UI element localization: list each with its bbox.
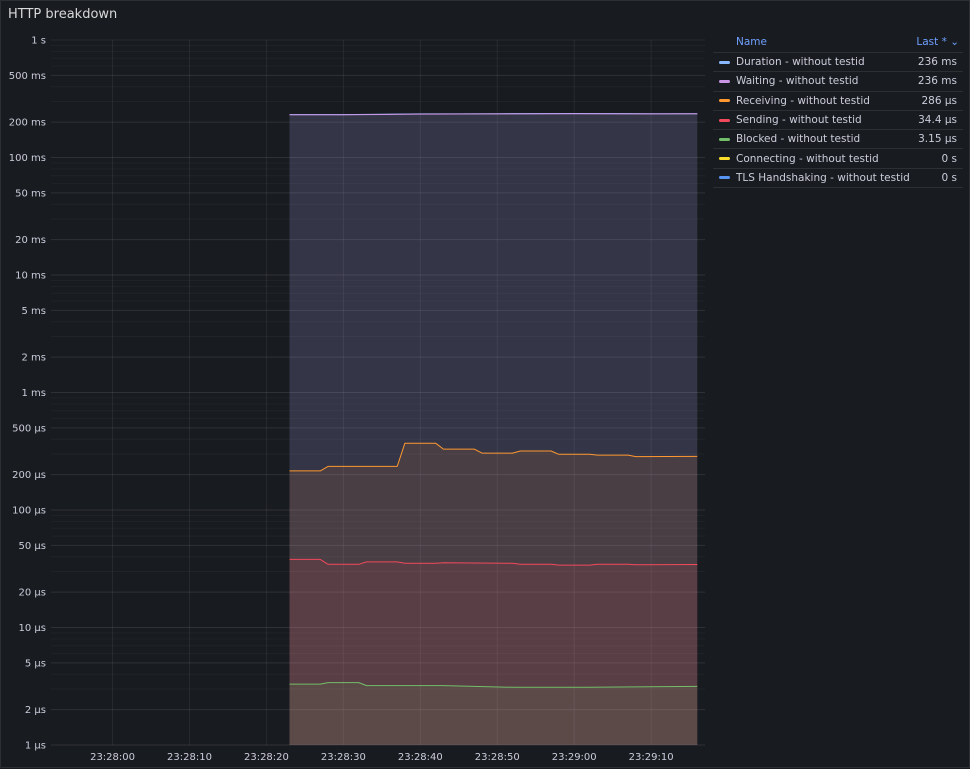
y-tick-label: 100 µs — [12, 506, 46, 517]
legend-last-value: 236 ms — [917, 56, 957, 69]
series-fill-blocked — [289, 682, 698, 745]
series-color-swatch[interactable] — [719, 99, 730, 103]
y-tick-label: 20 µs — [19, 588, 46, 599]
x-tick-label: 23:28:40 — [398, 752, 443, 763]
y-axis: 1 s 500 ms 200 ms 100 ms 50 ms 20 ms 10 ms 5 ms… — [9, 36, 46, 752]
x-tick-label: 23:28:30 — [321, 752, 366, 763]
x-axis: 23:28:00 23:28:10 23:28:20 23:28:30 23:28:40… — [90, 752, 674, 763]
y-tick-label: 500 ms — [9, 71, 46, 82]
time-series-chart[interactable]: 1 s 500 ms 200 ms 100 ms 50 ms 20 ms 10 ms 5 ms… — [1, 1, 711, 769]
y-tick-label: 50 ms — [15, 188, 46, 199]
legend-series-name[interactable]: TLS Handshaking - without testid — [736, 171, 910, 184]
chart-grid — [51, 39, 705, 746]
series-line-sending — [289, 558, 698, 566]
y-tick-label: 10 µs — [19, 623, 46, 634]
legend-row[interactable]: Waiting - without testid 236 ms — [713, 72, 963, 92]
legend-last-value: 286 µs — [921, 94, 957, 107]
legend-series-name[interactable]: Waiting - without testid — [736, 75, 859, 88]
legend-last-value: 0 s — [941, 171, 958, 184]
y-tick-label: 2 µs — [25, 705, 46, 716]
y-tick-label: 100 ms — [9, 153, 46, 164]
series-color-swatch[interactable] — [719, 60, 730, 64]
series-color-swatch[interactable] — [719, 157, 730, 161]
legend-row[interactable]: Receiving - without testid 286 µs — [713, 92, 963, 111]
y-tick-label: 20 ms — [15, 235, 46, 246]
legend-row[interactable]: TLS Handshaking - without testid 0 s — [713, 169, 963, 189]
series-color-swatch[interactable] — [719, 176, 730, 180]
x-tick-label: 23:29:10 — [629, 752, 674, 763]
legend-row[interactable]: Blocked - without testid 3.15 µs — [713, 130, 963, 150]
series-lines — [289, 113, 698, 688]
y-tick-label: 10 ms — [15, 271, 46, 282]
y-tick-label: 5 ms — [22, 306, 47, 317]
y-tick-label: 2 ms — [22, 353, 47, 364]
legend-row[interactable]: Sending - without testid 34.4 µs — [713, 111, 963, 131]
legend-row[interactable]: Connecting - without testid 0 s — [713, 149, 963, 169]
y-tick-label: 200 µs — [12, 470, 46, 481]
legend-header: Name Last * ⌄ — [713, 32, 963, 53]
series-color-swatch[interactable] — [719, 79, 730, 83]
y-tick-label: 1 µs — [25, 741, 46, 752]
y-tick-label: 1 ms — [22, 388, 47, 399]
legend-series-name[interactable]: Connecting - without testid — [736, 152, 879, 165]
series-fill-waiting — [289, 113, 698, 745]
legend-series-name[interactable]: Sending - without testid — [736, 114, 862, 127]
series-fills — [289, 113, 698, 745]
legend-last-sort-header[interactable]: Last * ⌄ — [916, 36, 959, 48]
legend-last-value: 3.15 µs — [918, 133, 957, 146]
series-color-swatch[interactable] — [719, 137, 730, 141]
legend-last-value: 0 s — [941, 152, 958, 165]
series-fill-receiving — [289, 443, 698, 745]
y-tick-label: 1 s — [31, 36, 46, 47]
x-tick-label: 23:28:00 — [90, 752, 135, 763]
x-tick-label: 23:28:50 — [475, 752, 520, 763]
x-tick-label: 23:28:20 — [244, 752, 289, 763]
y-tick-label: 500 µs — [12, 423, 46, 434]
x-tick-label: 23:28:10 — [167, 752, 212, 763]
panel-title[interactable]: HTTP breakdown — [8, 7, 118, 22]
legend-last-value: 34.4 µs — [918, 114, 957, 127]
legend-series-name[interactable]: Receiving - without testid — [736, 94, 870, 107]
series-fill-duration — [289, 113, 698, 745]
legend-series-name[interactable]: Blocked - without testid — [736, 133, 861, 146]
series-line-blocked — [289, 682, 698, 688]
legend-row[interactable]: Duration - without testid 236 ms — [713, 53, 963, 73]
legend-series-name[interactable]: Duration - without testid — [736, 56, 865, 69]
series-color-swatch[interactable] — [719, 118, 730, 122]
y-tick-label: 50 µs — [19, 541, 46, 552]
series-fill-sending — [289, 559, 698, 745]
series-line-waiting — [289, 113, 698, 116]
x-tick-label: 23:29:00 — [552, 752, 597, 763]
y-tick-label: 5 µs — [25, 658, 46, 669]
legend-table: Name Last * ⌄ Duration - without testid 2… — [713, 32, 963, 189]
y-tick-label: 200 ms — [9, 118, 46, 129]
legend-last-value: 236 ms — [917, 75, 957, 88]
legend-name-header[interactable]: Name — [736, 36, 767, 48]
series-line-receiving — [289, 442, 698, 472]
